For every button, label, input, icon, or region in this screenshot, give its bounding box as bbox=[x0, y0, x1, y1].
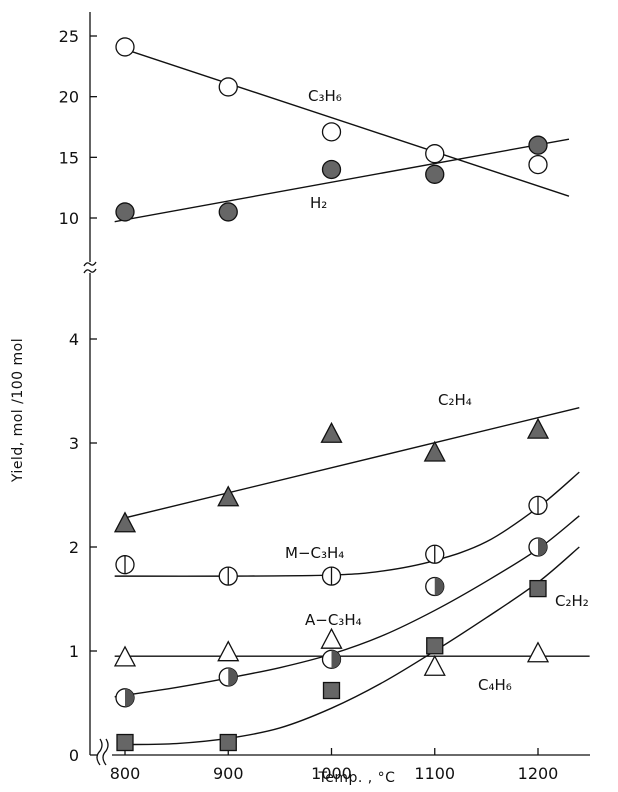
marker-h2 bbox=[425, 164, 445, 184]
fit-line-a-c3h4 bbox=[114, 515, 580, 698]
marker-m-c3h4 bbox=[528, 495, 548, 516]
series-label-h2: H₂ bbox=[310, 194, 327, 212]
marker-c2h2 bbox=[116, 733, 134, 752]
fit-line-c2h4 bbox=[124, 406, 580, 519]
marker-c2h2 bbox=[322, 681, 341, 700]
fit-line-h2 bbox=[114, 138, 570, 223]
marker-c3h6 bbox=[321, 122, 342, 142]
x-axis-break-mark bbox=[96, 738, 103, 766]
x-tick-label: 800 bbox=[110, 764, 141, 783]
marker-m-c3h4 bbox=[218, 566, 238, 586]
marker-c2h4 bbox=[217, 485, 240, 507]
x-axis-break-mark bbox=[102, 738, 109, 766]
series-label-c3h6: C₃H₆ bbox=[308, 87, 342, 105]
y-axis-break-mark bbox=[83, 261, 97, 267]
marker-a-c3h4 bbox=[528, 537, 548, 557]
x-tick-label: 1200 bbox=[518, 764, 559, 783]
y-tick-label: 10 bbox=[59, 209, 79, 228]
marker-c4h6 bbox=[320, 627, 343, 649]
y-axis-title: Yield, mol /100 mol bbox=[10, 338, 26, 483]
marker-c3h6 bbox=[528, 154, 548, 175]
marker-a-c3h4 bbox=[321, 649, 342, 669]
marker-h2 bbox=[528, 135, 548, 155]
marker-m-c3h4 bbox=[321, 566, 342, 586]
marker-c2h2 bbox=[529, 579, 547, 598]
series-label-c4h6: C₄H₆ bbox=[478, 676, 512, 694]
x-axis-title: Temp. , °C bbox=[318, 770, 396, 786]
marker-a-c3h4 bbox=[425, 576, 445, 597]
series-label-c2h2: C₂H₂ bbox=[555, 592, 589, 610]
fit-line-c3h6 bbox=[124, 48, 570, 197]
marker-c4h6 bbox=[217, 640, 240, 662]
y-tick-label: 0 bbox=[69, 746, 79, 765]
y-axis-break-mark bbox=[83, 268, 97, 274]
marker-c2h2 bbox=[219, 733, 237, 752]
fit-line-m-c3h4 bbox=[114, 471, 580, 577]
fit-lines bbox=[114, 48, 590, 746]
y-tick-label: 2 bbox=[69, 538, 79, 557]
marker-c3h6 bbox=[218, 77, 238, 97]
data-markers bbox=[113, 37, 550, 752]
marker-c2h4 bbox=[526, 417, 550, 439]
x-tick-label: 900 bbox=[213, 764, 244, 783]
marker-m-c3h4 bbox=[425, 544, 445, 564]
series-label-m-c3h4: M−C₃H₄ bbox=[285, 544, 344, 562]
y-tick-label: 4 bbox=[69, 330, 79, 349]
marker-c3h6 bbox=[115, 37, 135, 57]
y-tick-label: 3 bbox=[69, 434, 79, 453]
marker-h2 bbox=[218, 202, 238, 222]
axes: 800 900 1000 1100 1200 0 1 2 3 4 10 15 20 25 bbox=[59, 12, 590, 783]
marker-c2h2 bbox=[426, 637, 444, 655]
marker-c2h4 bbox=[320, 421, 343, 443]
fit-line-c2h2 bbox=[124, 546, 580, 746]
x-tick-label: 1100 bbox=[414, 764, 455, 783]
marker-a-c3h4 bbox=[218, 667, 238, 687]
marker-a-c3h4 bbox=[115, 688, 135, 708]
series-labels: C₃H₆ H₂ C₂H₄ M−C₃H₄ A−C₃H₄ C₂H₂ C₄H₆ bbox=[285, 87, 589, 694]
x-tick-label: 1000 bbox=[311, 764, 352, 783]
y-tick-label: 25 bbox=[59, 27, 79, 46]
marker-c2h4 bbox=[423, 440, 446, 462]
marker-h2 bbox=[115, 202, 135, 222]
marker-h2 bbox=[321, 159, 342, 180]
marker-c3h6 bbox=[425, 144, 445, 164]
y-tick-label: 15 bbox=[59, 148, 79, 167]
y-tick-label: 20 bbox=[59, 88, 79, 107]
series-label-c2h4: C₂H₄ bbox=[438, 391, 472, 409]
marker-m-c3h4 bbox=[115, 555, 135, 575]
series-label-a-c3h4: A−C₃H₄ bbox=[305, 611, 362, 629]
y-tick-label: 1 bbox=[69, 642, 79, 661]
marker-c4h6 bbox=[423, 654, 446, 676]
marker-c2h4 bbox=[113, 511, 137, 533]
marker-c4h6 bbox=[113, 645, 137, 667]
marker-c4h6 bbox=[526, 641, 550, 663]
